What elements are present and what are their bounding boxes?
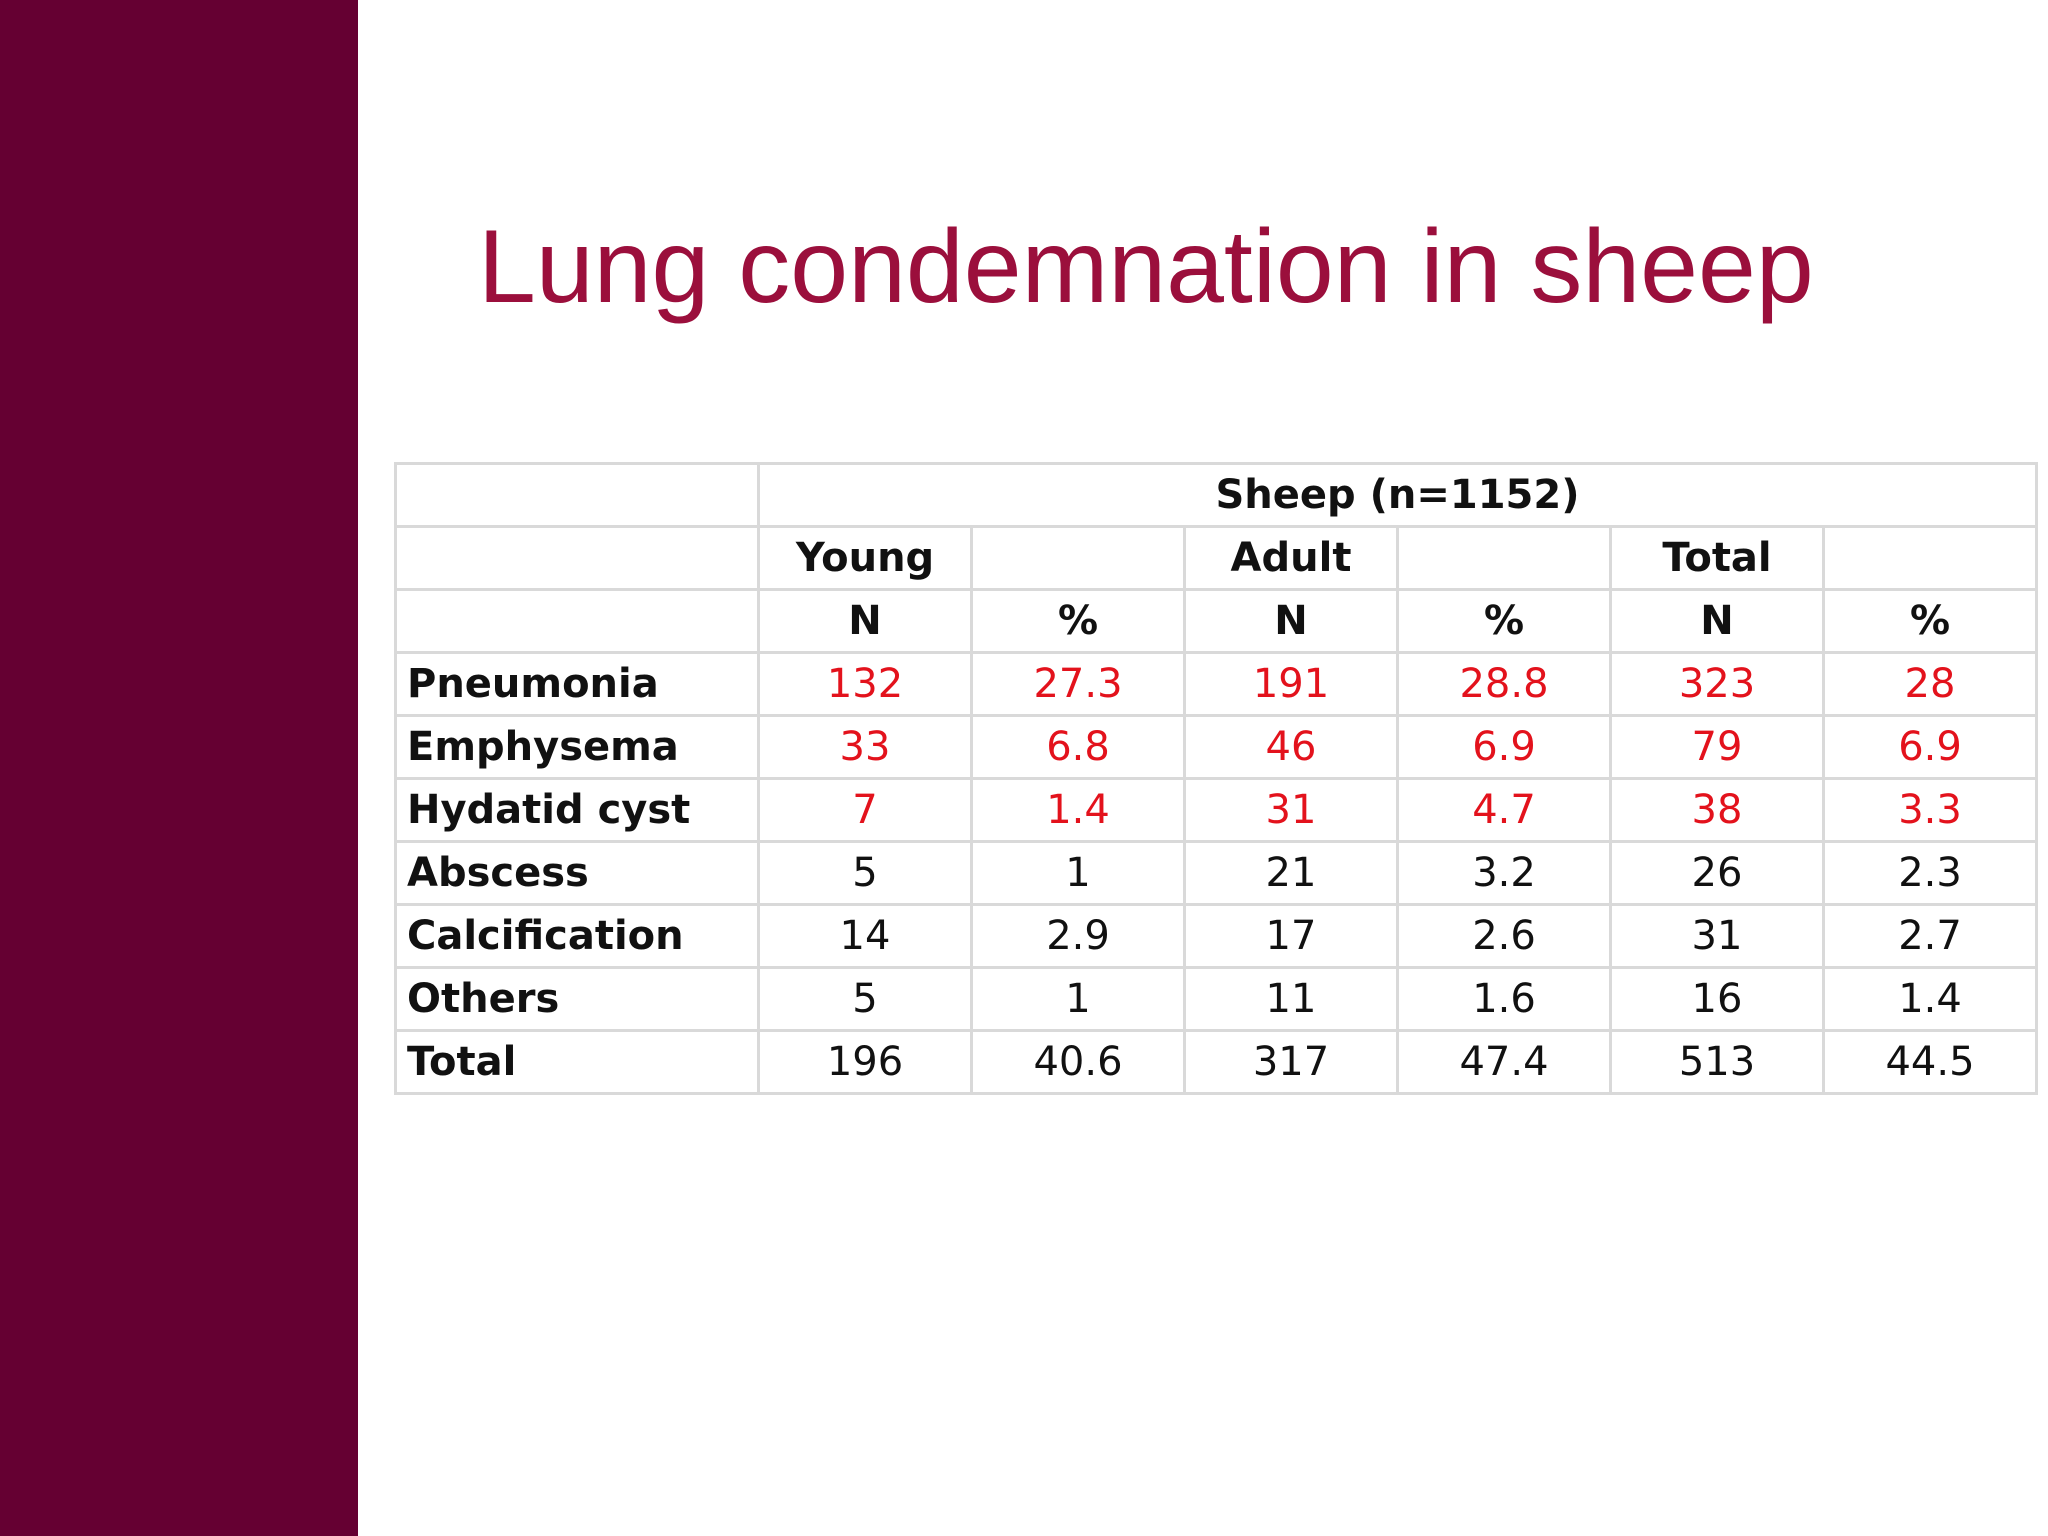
- age-header-blank: [970, 525, 1186, 591]
- percent-cell: 3.2: [1396, 840, 1612, 906]
- table-row: Others 5 1 11 1.6 16 1.4: [394, 966, 2038, 1032]
- count-cell: 31: [1183, 777, 1399, 843]
- percent-cell: 2.9: [970, 903, 1186, 969]
- table-row: Hydatid cyst 7 1.4 31 4.7 38 3.3: [394, 777, 2038, 843]
- count-cell: 17: [1183, 903, 1399, 969]
- row-label: Pneumonia: [394, 651, 760, 717]
- percent-cell: 1: [970, 840, 1186, 906]
- count-cell: 33: [757, 714, 973, 780]
- count-cell: 5: [757, 840, 973, 906]
- age-header-blank: [1396, 525, 1612, 591]
- table-row: Abscess 5 1 21 3.2 26 2.3: [394, 840, 2038, 906]
- percent-cell: 2.3: [1822, 840, 2038, 906]
- count-cell: 5: [757, 966, 973, 1032]
- percent-cell: 1: [970, 966, 1186, 1032]
- table-header-row: Sheep (n=1152): [394, 462, 2038, 528]
- count-cell: 79: [1609, 714, 1825, 780]
- percent-cell: 6.9: [1396, 714, 1612, 780]
- subheader-n: N: [1609, 588, 1825, 654]
- count-cell: 196: [757, 1029, 973, 1095]
- percent-cell: 6.8: [970, 714, 1186, 780]
- count-cell: 323: [1609, 651, 1825, 717]
- percent-cell: 4.7: [1396, 777, 1612, 843]
- row-label: Calcification: [394, 903, 760, 969]
- percent-cell: 1.6: [1396, 966, 1612, 1032]
- table-row: Calcification 14 2.9 17 2.6 31 2.7: [394, 903, 2038, 969]
- count-cell: 317: [1183, 1029, 1399, 1095]
- subheader-n: N: [1183, 588, 1399, 654]
- row-label: Abscess: [394, 840, 760, 906]
- count-cell: 21: [1183, 840, 1399, 906]
- percent-cell: 28: [1822, 651, 2038, 717]
- header-corner-cell: [394, 525, 760, 591]
- table-row: Pneumonia 132 27.3 191 28.8 323 28: [394, 651, 2038, 717]
- subheader-percent: %: [1396, 588, 1612, 654]
- percent-cell: 44.5: [1822, 1029, 2038, 1095]
- age-header-total: Total: [1609, 525, 1825, 591]
- percent-cell: 40.6: [970, 1029, 1186, 1095]
- row-label: Others: [394, 966, 760, 1032]
- count-cell: 16: [1609, 966, 1825, 1032]
- row-label: Hydatid cyst: [394, 777, 760, 843]
- count-cell: 11: [1183, 966, 1399, 1032]
- count-cell: 132: [757, 651, 973, 717]
- group-header: Sheep (n=1152): [757, 462, 2038, 528]
- row-label: Total: [394, 1029, 760, 1095]
- slide-title: Lung condemnation in sheep: [478, 209, 1814, 325]
- subheader-n: N: [757, 588, 973, 654]
- table-row: Emphysema 33 6.8 46 6.9 79 6.9: [394, 714, 2038, 780]
- percent-cell: 2.6: [1396, 903, 1612, 969]
- table-header-row: Young Adult Total: [394, 525, 2038, 591]
- subheader-percent: %: [1822, 588, 2038, 654]
- header-corner-cell: [394, 462, 760, 528]
- table-body: Pneumonia 132 27.3 191 28.8 323 28 Emphysema 33 6…: [394, 651, 2038, 1095]
- count-cell: 191: [1183, 651, 1399, 717]
- sidebar-band: [0, 0, 358, 1536]
- percent-cell: 47.4: [1396, 1029, 1612, 1095]
- percent-cell: 27.3: [970, 651, 1186, 717]
- percent-cell: 1.4: [970, 777, 1186, 843]
- subheader-percent: %: [970, 588, 1186, 654]
- age-header-adult: Adult: [1183, 525, 1399, 591]
- count-cell: 46: [1183, 714, 1399, 780]
- count-cell: 7: [757, 777, 973, 843]
- percent-cell: 28.8: [1396, 651, 1612, 717]
- count-cell: 14: [757, 903, 973, 969]
- percent-cell: 2.7: [1822, 903, 2038, 969]
- header-corner-cell: [394, 588, 760, 654]
- percent-cell: 1.4: [1822, 966, 2038, 1032]
- count-cell: 38: [1609, 777, 1825, 843]
- percent-cell: 6.9: [1822, 714, 2038, 780]
- table-row: Total 196 40.6 317 47.4 513 44.5: [394, 1029, 2038, 1095]
- count-cell: 31: [1609, 903, 1825, 969]
- percent-cell: 3.3: [1822, 777, 2038, 843]
- count-cell: 26: [1609, 840, 1825, 906]
- count-cell: 513: [1609, 1029, 1825, 1095]
- table-header-row: N % N % N %: [394, 588, 2038, 654]
- data-table: Sheep (n=1152) Young Adult Total N % N %…: [394, 462, 2038, 1095]
- age-header-young: Young: [757, 525, 973, 591]
- age-header-blank: [1822, 525, 2038, 591]
- row-label: Emphysema: [394, 714, 760, 780]
